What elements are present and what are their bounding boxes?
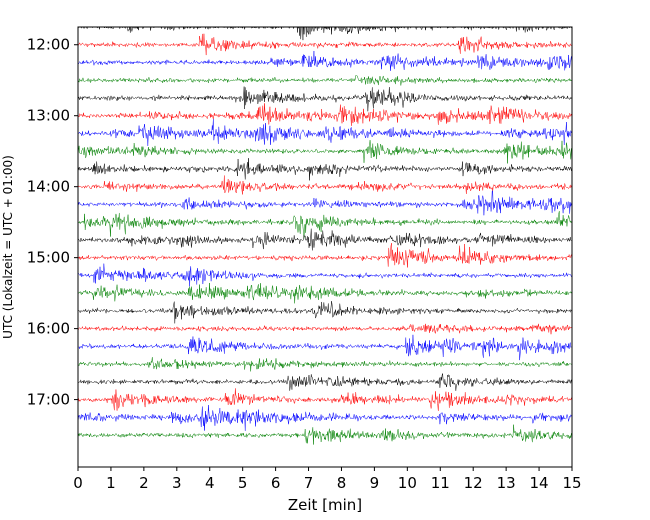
trace-line (78, 75, 572, 86)
trace-line (78, 263, 572, 287)
seismic-traces (78, 27, 572, 445)
trace-line (78, 243, 572, 268)
y-tick-label: 15:00 (27, 249, 70, 267)
x-tick-label: 0 (73, 474, 83, 492)
trace-line (78, 140, 572, 164)
trace-line (78, 190, 572, 216)
y-axis: 12:00 13:00 14:00 15:00 16:00 17:00 (27, 36, 78, 409)
x-tick-label: 11 (431, 474, 450, 492)
trace-line (78, 103, 572, 126)
y-axis-label: UTC (Lokalzeit = UTC + 01:00) (1, 155, 15, 339)
x-tick-label: 3 (172, 474, 182, 492)
trace-line (78, 86, 572, 112)
y-tick-label: 14:00 (27, 178, 70, 196)
x-axis-label: Zeit [min] (288, 496, 362, 514)
x-tick-label: 15 (562, 474, 581, 492)
trace-line (78, 301, 572, 324)
trace-line (78, 211, 572, 239)
x-tick-label: 5 (238, 474, 248, 492)
x-tick-label: 2 (139, 474, 149, 492)
x-tick-label: 12 (464, 474, 483, 492)
y-tick-label: 12:00 (27, 36, 70, 54)
trace-line (78, 388, 572, 411)
y-tick-label: 16:00 (27, 320, 70, 338)
x-tick-label: 14 (530, 474, 549, 492)
trace-line (78, 424, 572, 445)
trace-line (78, 119, 572, 146)
plot-area (77, 26, 573, 468)
x-tick-label: 1 (106, 474, 116, 492)
trace-line (78, 373, 572, 391)
x-tick-label: 6 (271, 474, 281, 492)
y-tick-label: 17:00 (27, 391, 70, 409)
x-tick-label: 10 (398, 474, 417, 492)
trace-line (78, 33, 572, 56)
trace-line (78, 175, 572, 195)
trace-line (78, 228, 572, 251)
x-tick-label: 13 (497, 474, 516, 492)
trace-line (78, 282, 572, 304)
y-tick-label: 13:00 (27, 107, 70, 125)
x-axis: 0 1 2 3 4 5 6 7 8 9 10 11 12 13 14 15 (73, 467, 582, 492)
x-tick-label: 9 (370, 474, 380, 492)
trace-line (78, 334, 572, 361)
trace-line (78, 404, 572, 431)
x-tick-label: 4 (205, 474, 215, 492)
trace-line (78, 50, 572, 71)
plot-frame (77, 26, 573, 468)
trace-line (78, 158, 572, 181)
x-tick-label: 8 (337, 474, 347, 492)
trace-line (78, 323, 572, 335)
plot-background (78, 27, 572, 467)
trace-line (78, 357, 572, 372)
x-tick-label: 7 (304, 474, 314, 492)
